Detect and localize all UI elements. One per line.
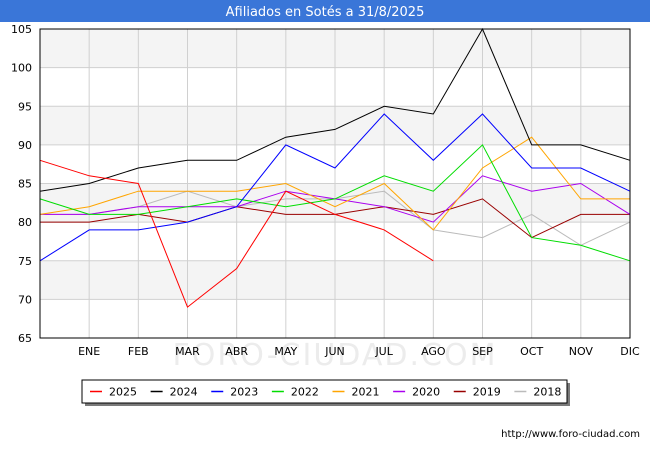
x-tick-label: FEB bbox=[128, 345, 149, 358]
x-tick-label: MAR bbox=[175, 345, 200, 358]
legend-label-2024: 2024 bbox=[170, 386, 198, 399]
x-tick-label: DIC bbox=[620, 345, 640, 358]
x-axis-ticks: ENE FEB MAR ABR MAY JUN JUL AGO SEP OCT NOV DIC bbox=[78, 345, 640, 358]
y-tick-label: 70 bbox=[18, 293, 32, 306]
legend-label-2019: 2019 bbox=[473, 386, 501, 399]
title-bar bbox=[0, 0, 650, 22]
x-tick-label: ENE bbox=[78, 345, 100, 358]
series-line-2021 bbox=[39, 136, 630, 231]
legend-label-2023: 2023 bbox=[230, 386, 258, 399]
plot-frame bbox=[39, 28, 631, 339]
footer-url[interactable]: http://www.foro-ciudad.com bbox=[501, 429, 640, 440]
y-tick-label: 105 bbox=[11, 23, 32, 36]
x-tick-label: SEP bbox=[472, 345, 493, 358]
chart-title: Afiliados en Sotés a 31/8/2025 bbox=[226, 5, 425, 20]
y-tick-label: 100 bbox=[11, 62, 32, 75]
y-tick-label: 80 bbox=[18, 216, 32, 229]
series-line-2022 bbox=[39, 144, 631, 262]
legend-label-2025: 2025 bbox=[109, 386, 137, 399]
y-axis-ticks: 65 70 75 80 85 90 95 100 105 bbox=[11, 23, 32, 345]
y-tick-label: 65 bbox=[18, 332, 32, 345]
x-tick-label: AGO bbox=[421, 345, 446, 358]
watermark: FORO-CIUDAD.COM bbox=[173, 338, 498, 373]
series-lines bbox=[39, 27, 631, 308]
legend-label-2018: 2018 bbox=[533, 386, 561, 399]
legend-box bbox=[81, 379, 568, 404]
x-tick-label: MAY bbox=[274, 345, 297, 358]
axes bbox=[39, 28, 631, 339]
series-line-2025 bbox=[39, 159, 434, 308]
x-tick-label: JUL bbox=[374, 345, 393, 358]
y-tick-label: 75 bbox=[18, 255, 32, 268]
legend-label-2020: 2020 bbox=[412, 386, 440, 399]
x-tick-label: NOV bbox=[569, 345, 594, 358]
y-tick-label: 85 bbox=[18, 178, 32, 191]
x-tick-label: OCT bbox=[520, 345, 543, 358]
series-line-2024 bbox=[39, 27, 631, 192]
legend-label-2021: 2021 bbox=[352, 386, 380, 399]
x-tick-label: ABR bbox=[225, 345, 248, 358]
y-tick-label: 90 bbox=[18, 139, 32, 152]
y-tick-label: 95 bbox=[18, 100, 32, 113]
legend-label-2022: 2022 bbox=[291, 386, 319, 399]
x-tick-label: JUN bbox=[324, 345, 345, 358]
series-line-2023 bbox=[39, 113, 631, 262]
legend: 2025 2024 2023 2022 2021 2020 2019 2018 bbox=[81, 379, 570, 406]
